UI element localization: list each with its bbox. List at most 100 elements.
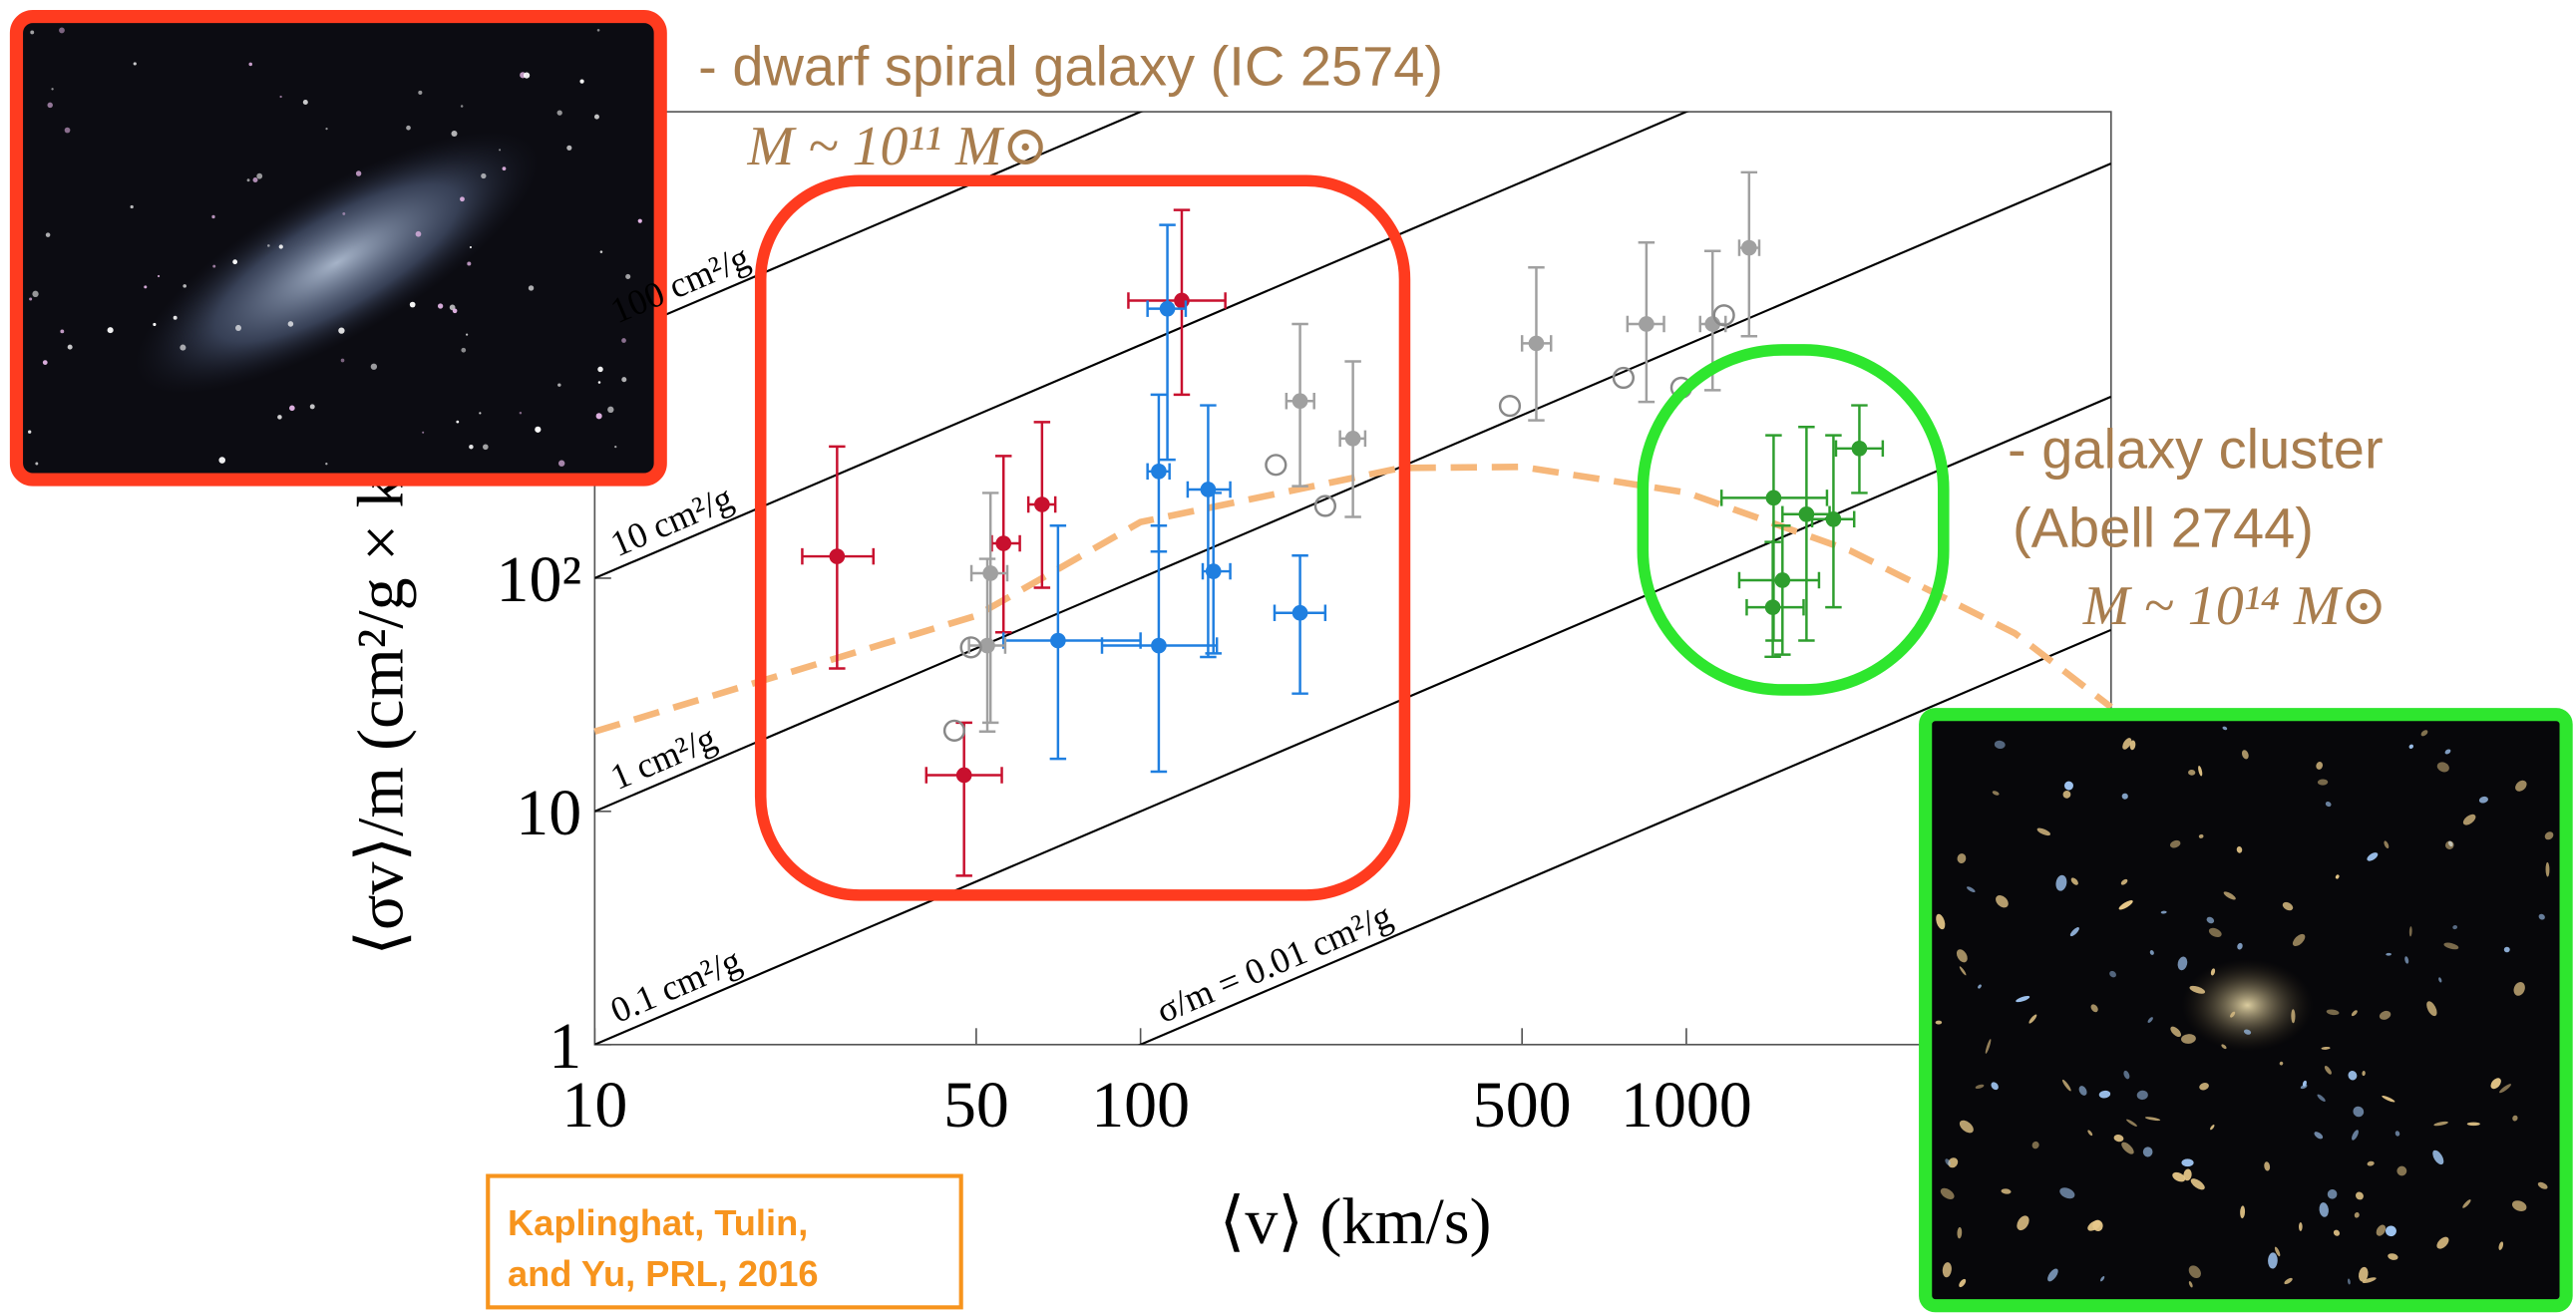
galaxy	[1948, 1157, 1959, 1168]
star	[437, 303, 444, 309]
galaxy	[2386, 1225, 2396, 1237]
galaxy	[2367, 852, 2379, 861]
data-point	[1151, 463, 1167, 480]
galaxy	[2237, 942, 2243, 950]
dwarf-mass: M ~ 10¹¹ M⊙	[747, 116, 1049, 177]
galaxy	[2036, 827, 2050, 836]
star	[481, 172, 487, 179]
galaxy	[2362, 1071, 2366, 1077]
star	[180, 344, 186, 351]
data-point	[1825, 510, 1842, 527]
galaxy	[1975, 1084, 1985, 1090]
galaxy	[2300, 1084, 2308, 1090]
star	[415, 230, 422, 237]
galaxy	[2098, 1090, 2111, 1099]
galaxy	[2462, 814, 2476, 825]
galaxy	[2462, 1199, 2471, 1208]
star	[502, 166, 507, 171]
y-tick-label: 10	[516, 777, 581, 849]
galaxy	[2382, 1095, 2395, 1103]
star	[418, 90, 423, 95]
galaxy	[2092, 1219, 2103, 1232]
galaxy	[2443, 942, 2459, 950]
galaxy	[2499, 1084, 2511, 1094]
galaxy	[2511, 1200, 2527, 1211]
star	[452, 308, 458, 314]
data-point	[1034, 496, 1050, 512]
galaxy	[1957, 1226, 1963, 1239]
galaxy	[2396, 1165, 2407, 1176]
star	[248, 62, 253, 67]
galaxy	[2268, 1252, 2278, 1269]
star	[621, 338, 626, 343]
galaxy	[1967, 886, 1976, 893]
star	[597, 366, 603, 373]
star	[556, 110, 562, 116]
galaxy	[2545, 861, 2550, 877]
galaxy	[2404, 956, 2409, 964]
highlight-frame	[1637, 344, 1950, 696]
galaxy	[2183, 1168, 2192, 1181]
galaxy	[2498, 1241, 2504, 1250]
galaxy	[2222, 726, 2228, 731]
data-point	[1291, 393, 1308, 410]
galaxy	[2123, 1070, 2130, 1080]
galaxy	[2160, 910, 2167, 914]
star	[456, 420, 460, 424]
data-point	[1151, 637, 1167, 654]
star	[595, 413, 602, 420]
star	[355, 170, 362, 176]
star	[614, 445, 617, 449]
star	[325, 127, 328, 131]
star	[287, 321, 294, 327]
galaxy	[2356, 1191, 2364, 1200]
star	[596, 29, 600, 32]
cluster-title: - galaxy cluster	[2008, 418, 2384, 481]
data-point	[1712, 304, 1735, 327]
galaxy	[2121, 793, 2128, 800]
star	[211, 214, 215, 219]
star	[47, 102, 53, 109]
star	[144, 285, 148, 289]
citation-box	[486, 1173, 963, 1310]
galaxy	[2420, 730, 2428, 737]
citation: Kaplinghat, Tulin,	[508, 1202, 808, 1243]
galaxy	[2438, 977, 2442, 983]
galaxy	[2352, 1130, 2359, 1141]
galaxy	[2376, 1224, 2387, 1236]
galaxy	[2016, 995, 2030, 1003]
galaxy	[2317, 1094, 2326, 1102]
galaxy	[2314, 1132, 2324, 1140]
galaxy	[2129, 740, 2136, 751]
data-point	[979, 637, 995, 654]
reference-line	[1137, 628, 2111, 1045]
data-point	[1528, 335, 1545, 352]
galaxy	[2061, 1079, 2071, 1092]
galaxy	[2199, 1083, 2209, 1091]
star	[406, 125, 411, 131]
galaxy	[2118, 900, 2133, 910]
star	[469, 245, 473, 249]
reference-label: σ/m = 0.01 cm²/g	[1151, 895, 1398, 1031]
star	[60, 329, 65, 334]
galaxy	[2070, 877, 2078, 885]
galaxy	[2515, 780, 2527, 792]
galaxy	[2090, 1004, 2098, 1013]
galaxy	[2325, 802, 2332, 808]
galaxy	[2544, 831, 2554, 840]
star	[460, 105, 464, 108]
star	[153, 322, 157, 327]
galaxy	[2445, 840, 2454, 849]
galaxy	[2333, 1229, 2341, 1236]
galaxy	[2354, 1211, 2360, 1218]
galaxy	[2347, 1278, 2351, 1285]
star	[342, 211, 346, 215]
data-point	[995, 535, 1012, 551]
galaxy	[1992, 791, 2000, 796]
galaxy	[2172, 1171, 2186, 1182]
galaxy	[1959, 1278, 1967, 1288]
star	[370, 363, 378, 370]
galaxy	[1940, 1187, 1955, 1199]
star	[338, 327, 345, 334]
